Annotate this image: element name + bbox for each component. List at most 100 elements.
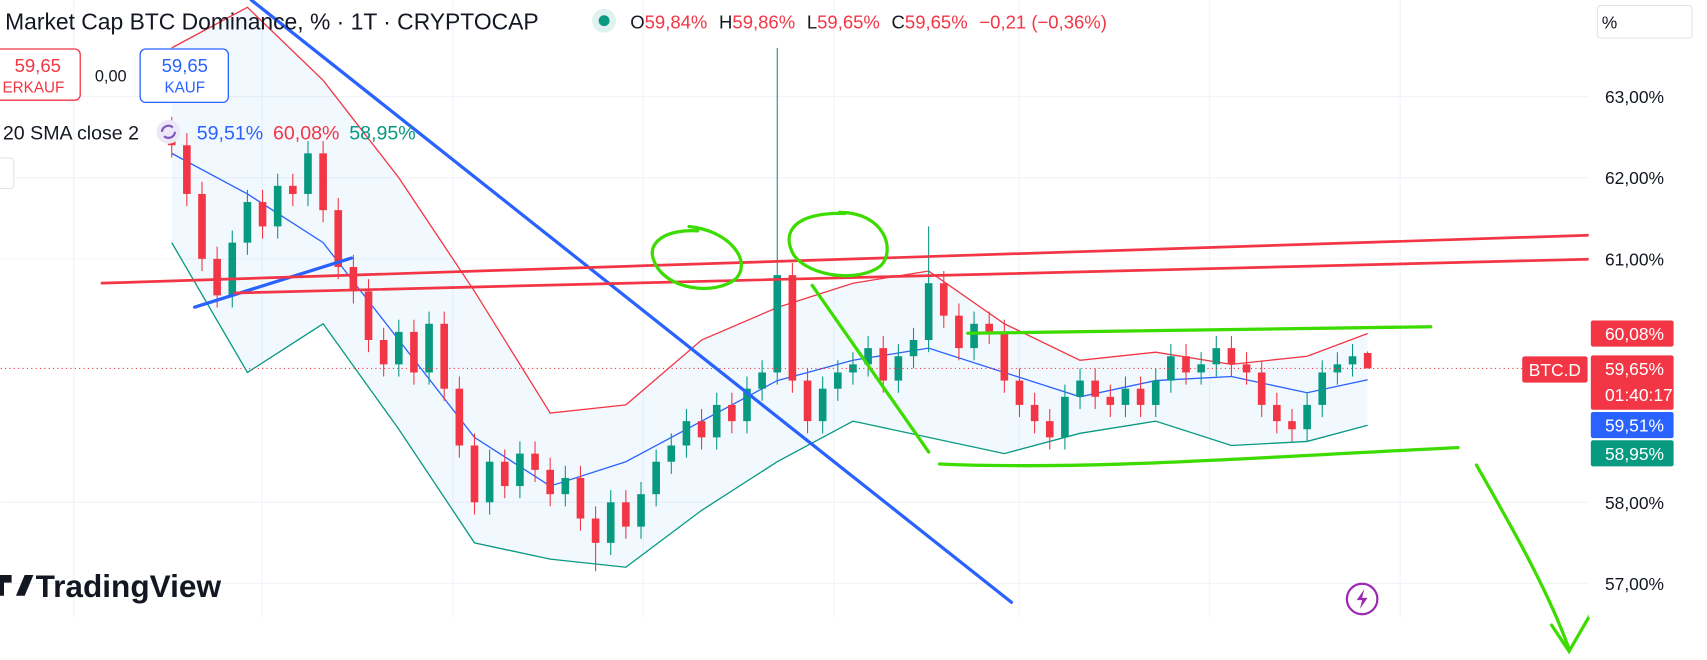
quote-value: 59,65% [905,11,968,32]
brand-logo [0,575,34,596]
quote-key: O [630,11,644,32]
candle-body [985,323,994,332]
arrow [1474,463,1595,655]
candle-body [1091,380,1099,397]
candle-body [1061,396,1069,438]
quote-value: 59,65% [817,11,880,32]
collapse-button[interactable] [0,157,15,189]
candle-body [591,518,600,543]
resistance-line [233,257,1591,295]
candle-body [1348,356,1357,365]
candle-body [667,445,676,462]
range-bottom [937,445,1460,468]
candle-body [909,340,918,357]
buy-price[interactable]: 59,65 [162,55,208,76]
candle-body [834,372,842,389]
axis-unit[interactable]: % [1602,12,1617,32]
symbol-badge [1522,356,1588,383]
candle-body [1136,388,1145,405]
scale-mode-button[interactable] [1596,4,1693,39]
trend-line [249,0,1014,604]
candle-body [637,494,645,527]
quote-key: L [807,11,817,32]
candle-body [1212,348,1221,365]
price-badge-label: 59,51% [1605,416,1664,436]
y-tick-label: 61,00% [1605,249,1664,269]
candle-body [213,258,221,296]
spread: 0,00 [95,68,127,86]
price-badge-label: 60,08% [1605,324,1664,344]
indicator-icon[interactable] [156,119,181,144]
y-tick-label: 62,00% [1605,168,1664,188]
band-line [171,242,1368,568]
candle-body [304,153,312,194]
candle-body [273,185,282,227]
quote: O59,84% H59,86% L59,65% C59,65% −0,21 (−… [630,11,1107,32]
candle-body [849,364,857,373]
candle-body [1106,396,1115,405]
candle-body [606,502,615,543]
buy-box[interactable] [139,48,230,104]
candle-body [470,445,479,503]
candle-body [1121,388,1130,405]
tick-layer: 57,00% 58,00% 61,00% 62,00% 63,00% [1605,87,1664,594]
candle-body [425,323,433,373]
quote-key: H [719,11,732,32]
candle-body [743,388,751,422]
sell-button[interactable]: 59,65 ERKAUF [0,48,81,101]
candle-body [712,404,721,438]
y-tick-label: 63,00% [1605,87,1664,107]
candle-body [1288,421,1296,430]
candle-body [379,340,388,365]
buy-label[interactable]: KAUF [164,80,205,97]
drawings [100,0,1595,655]
candle-body [576,477,585,519]
highlight-circle [650,224,743,291]
quote-key: C [892,11,905,32]
candle-body [531,453,539,470]
candle-body [1273,404,1281,422]
candle-body [924,283,933,341]
sell-price[interactable]: 59,65 [15,55,61,76]
price-scale [1588,0,1707,618]
candle-body [773,275,782,373]
candle-body [1167,356,1175,381]
sell-box[interactable] [0,48,81,101]
badge-layer: 60,08% 59,65% 01:40:17 BTC.D 59,51% 58,95% [1522,320,1674,467]
buy-button[interactable]: 59,65 KAUF [139,48,230,104]
candle-body [1227,348,1236,365]
candle-body [394,331,403,365]
indicator-value: 60,08% [273,122,339,144]
candle-body [258,202,267,227]
candle-layer [0,47,1589,572]
resistance-line [100,233,1591,285]
candle-body [1000,331,1009,381]
candle-body [864,348,872,365]
candle-body [455,388,464,446]
candle-body [1197,364,1205,373]
candle-body [485,461,494,503]
indicator-icon-glyph [160,124,177,139]
trend-line [192,256,354,309]
symbol-badge-label: BTC.D [1529,360,1581,380]
sell-label[interactable]: ERKAUF [3,80,65,97]
candle-body [289,185,297,194]
candle-body [1242,364,1251,373]
candle-body [788,275,797,381]
candle-body [939,283,948,316]
candle-body [879,348,888,381]
y-tick-label: 58,00% [1605,493,1664,513]
candle-body [682,421,691,446]
status-dot [598,15,610,27]
price-badge-label: 59,65% [1605,359,1664,379]
candle-body [1318,372,1327,405]
candle-body [758,372,766,389]
candle-body [334,210,343,267]
candle-body [955,315,963,349]
candle-body [728,404,736,422]
price-badge-label: 58,95% [1605,444,1664,464]
candle-body [1030,404,1039,422]
candle-body [561,477,570,495]
candle-body [440,323,449,389]
